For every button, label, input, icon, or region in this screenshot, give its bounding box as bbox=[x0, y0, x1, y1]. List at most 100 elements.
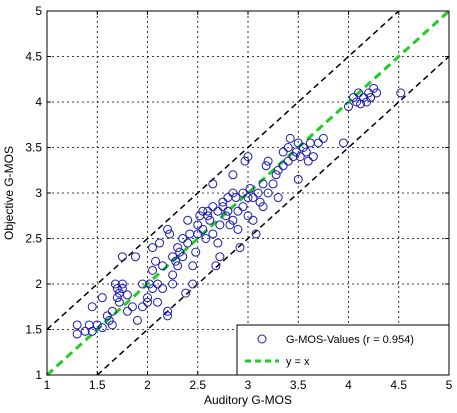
data-point bbox=[183, 238, 193, 248]
data-point bbox=[293, 174, 303, 184]
data-point bbox=[122, 306, 132, 316]
data-point bbox=[258, 179, 268, 189]
data-point bbox=[273, 165, 283, 175]
data-point bbox=[285, 133, 295, 143]
data-point bbox=[263, 188, 273, 198]
data-point bbox=[283, 156, 293, 166]
data-point bbox=[295, 152, 305, 162]
x-tick-label: 2 bbox=[144, 378, 151, 392]
data-point bbox=[268, 179, 278, 189]
data-point bbox=[198, 224, 208, 234]
legend-line-label: y = x bbox=[286, 356, 310, 368]
data-point bbox=[248, 215, 258, 225]
data-point bbox=[153, 279, 163, 289]
data-point bbox=[92, 320, 102, 330]
data-point bbox=[293, 138, 303, 148]
data-point bbox=[298, 143, 308, 152]
data-point bbox=[173, 243, 183, 253]
data-point bbox=[215, 252, 225, 262]
data-point bbox=[97, 293, 107, 303]
data-point bbox=[203, 206, 213, 216]
data-point bbox=[87, 326, 97, 336]
axis-ticks: 1 1.5 2 2.5 3 3.5 4 4.5 5 1 1.5 2 2.5 3 3.5 4 4.5 5 bbox=[25, 4, 452, 392]
x-tick-label: 1.5 bbox=[89, 378, 106, 392]
x-tick-label: 4 bbox=[345, 378, 352, 392]
data-point bbox=[107, 320, 117, 330]
x-tick-label: 3 bbox=[245, 378, 252, 392]
data-point bbox=[110, 279, 120, 289]
data-point bbox=[114, 297, 124, 307]
data-point bbox=[191, 247, 201, 257]
data-point bbox=[178, 252, 188, 262]
data-point bbox=[203, 211, 213, 221]
y-tick-label: 4.5 bbox=[25, 50, 42, 64]
data-point bbox=[225, 220, 235, 230]
data-point bbox=[271, 170, 281, 180]
data-point bbox=[193, 220, 203, 230]
x-tick-label: 4.5 bbox=[390, 378, 407, 392]
y-tick-label: 4 bbox=[35, 95, 42, 109]
data-point bbox=[278, 147, 288, 157]
y-axis-label: Objective G-MOS bbox=[2, 146, 16, 240]
data-point bbox=[218, 202, 228, 212]
x-tick-label: 5 bbox=[446, 378, 453, 392]
data-point bbox=[208, 229, 218, 239]
data-point bbox=[201, 234, 211, 243]
data-point bbox=[238, 202, 248, 212]
data-point bbox=[72, 329, 82, 339]
data-point bbox=[305, 138, 315, 148]
data-point bbox=[130, 252, 140, 262]
data-point bbox=[143, 297, 152, 307]
y-tick-label: 2.5 bbox=[25, 232, 42, 246]
data-point bbox=[211, 261, 221, 271]
data-point bbox=[258, 202, 268, 212]
data-point bbox=[112, 293, 122, 303]
data-point bbox=[233, 206, 243, 216]
data-point bbox=[396, 88, 406, 98]
data-point bbox=[318, 133, 328, 143]
x-tick-label: 1 bbox=[44, 378, 51, 392]
data-point bbox=[369, 83, 379, 93]
data-point bbox=[359, 92, 369, 102]
data-point bbox=[117, 252, 127, 262]
data-point bbox=[255, 197, 265, 207]
data-point bbox=[193, 229, 203, 239]
x-tick-label: 3.5 bbox=[290, 378, 307, 392]
data-point bbox=[303, 156, 313, 166]
data-points bbox=[72, 83, 406, 339]
data-point bbox=[251, 229, 261, 239]
data-point bbox=[112, 284, 122, 294]
legend-scatter-marker bbox=[257, 334, 267, 344]
data-point bbox=[221, 211, 231, 221]
y-tick-label: 5 bbox=[35, 4, 42, 18]
x-axis-label: Auditory G-MOS bbox=[204, 393, 292, 407]
data-point bbox=[213, 238, 223, 248]
data-point bbox=[238, 188, 248, 198]
data-point bbox=[228, 170, 238, 180]
data-point bbox=[97, 323, 107, 333]
data-point bbox=[102, 311, 112, 321]
data-point bbox=[122, 290, 132, 300]
data-point bbox=[354, 88, 364, 98]
data-point bbox=[248, 193, 258, 203]
data-point bbox=[240, 156, 250, 166]
data-point bbox=[208, 179, 218, 189]
data-point bbox=[228, 215, 238, 225]
data-point bbox=[163, 224, 173, 234]
data-point bbox=[283, 143, 293, 152]
data-point bbox=[278, 161, 288, 171]
x-tick-label: 2.5 bbox=[189, 378, 206, 392]
data-point bbox=[352, 97, 362, 107]
data-point bbox=[245, 183, 255, 193]
data-point bbox=[301, 147, 311, 157]
data-point bbox=[223, 193, 233, 203]
data-point bbox=[218, 197, 228, 207]
data-point bbox=[158, 261, 168, 271]
data-point bbox=[288, 152, 298, 162]
data-point bbox=[308, 152, 318, 162]
data-point bbox=[137, 279, 147, 289]
data-point bbox=[349, 92, 359, 102]
legend: G-MOS-Values (r = 0.954) y = x bbox=[236, 324, 450, 376]
data-point bbox=[223, 206, 233, 216]
data-point bbox=[181, 288, 191, 298]
